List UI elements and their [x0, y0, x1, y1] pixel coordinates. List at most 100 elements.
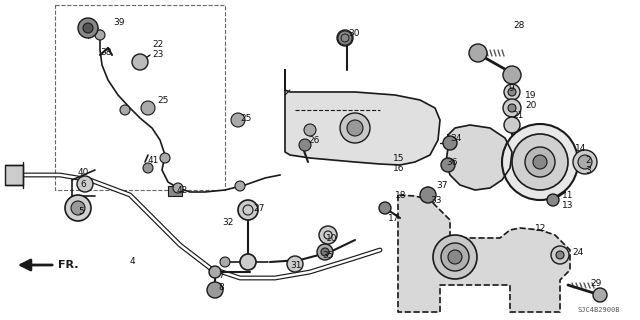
Circle shape	[209, 266, 221, 278]
Circle shape	[304, 124, 316, 136]
Text: 23: 23	[152, 50, 163, 59]
Text: 31: 31	[290, 260, 301, 269]
Text: 12: 12	[535, 223, 547, 233]
Circle shape	[299, 139, 311, 151]
Circle shape	[441, 243, 469, 271]
Circle shape	[77, 176, 93, 192]
Text: 20: 20	[525, 100, 536, 109]
Text: 22: 22	[152, 39, 163, 49]
Circle shape	[525, 147, 555, 177]
Circle shape	[533, 155, 547, 169]
Circle shape	[448, 250, 462, 264]
Text: 39: 39	[113, 18, 125, 27]
Circle shape	[573, 150, 597, 174]
Text: 33: 33	[430, 196, 442, 204]
Text: 19: 19	[525, 91, 536, 100]
Text: 17: 17	[388, 213, 399, 222]
Circle shape	[340, 113, 370, 143]
Circle shape	[441, 158, 455, 172]
Circle shape	[173, 183, 183, 193]
Circle shape	[319, 226, 337, 244]
Text: 35: 35	[322, 251, 333, 260]
Bar	[168, 186, 182, 196]
Circle shape	[220, 257, 230, 267]
Circle shape	[321, 248, 329, 256]
Text: 30: 30	[348, 28, 360, 37]
Circle shape	[238, 200, 258, 220]
Text: 29: 29	[590, 278, 602, 287]
Text: 6: 6	[80, 180, 86, 188]
Text: 28: 28	[513, 20, 524, 29]
Polygon shape	[285, 70, 440, 165]
Circle shape	[433, 235, 477, 279]
Circle shape	[578, 155, 592, 169]
Text: 34: 34	[450, 133, 461, 142]
Circle shape	[504, 117, 520, 133]
Text: 8: 8	[218, 283, 224, 292]
Text: 37: 37	[436, 180, 447, 189]
Circle shape	[231, 113, 245, 127]
Text: 27: 27	[253, 204, 264, 212]
Circle shape	[95, 30, 105, 40]
Circle shape	[287, 256, 303, 272]
Text: 36: 36	[446, 157, 458, 166]
Circle shape	[420, 187, 436, 203]
Text: 16: 16	[393, 164, 404, 172]
Circle shape	[379, 202, 391, 214]
Text: 10: 10	[326, 234, 337, 243]
Circle shape	[556, 251, 564, 259]
Polygon shape	[398, 195, 570, 312]
Circle shape	[160, 153, 170, 163]
Circle shape	[83, 23, 93, 33]
Circle shape	[508, 104, 516, 112]
Circle shape	[508, 88, 516, 96]
Text: 5: 5	[78, 206, 84, 215]
Circle shape	[65, 195, 91, 221]
Text: 42: 42	[177, 186, 188, 195]
Circle shape	[207, 282, 223, 298]
Circle shape	[120, 105, 130, 115]
Circle shape	[337, 30, 353, 46]
Circle shape	[143, 163, 153, 173]
Circle shape	[502, 124, 578, 200]
Circle shape	[78, 18, 98, 38]
Circle shape	[503, 99, 521, 117]
Text: 18: 18	[395, 190, 406, 199]
Circle shape	[71, 201, 85, 215]
Text: 7: 7	[218, 271, 224, 281]
Text: 11: 11	[562, 190, 573, 199]
Circle shape	[551, 246, 569, 264]
Text: 40: 40	[78, 167, 90, 177]
Circle shape	[593, 288, 607, 302]
Text: FR.: FR.	[58, 260, 79, 270]
Text: 13: 13	[562, 201, 573, 210]
Text: 32: 32	[222, 218, 234, 227]
Circle shape	[512, 134, 568, 190]
Text: 2: 2	[585, 156, 591, 164]
Text: 41: 41	[148, 156, 159, 164]
Text: 15: 15	[393, 154, 404, 163]
Circle shape	[317, 244, 333, 260]
Text: 25: 25	[240, 114, 252, 123]
Bar	[5, 165, 23, 185]
Circle shape	[141, 101, 155, 115]
Circle shape	[132, 54, 148, 70]
Text: 4: 4	[130, 258, 136, 267]
Polygon shape	[446, 125, 512, 190]
Circle shape	[469, 44, 487, 62]
Text: SJC4B2900B: SJC4B2900B	[577, 307, 620, 313]
Text: 3: 3	[585, 165, 591, 174]
Circle shape	[235, 181, 245, 191]
Circle shape	[504, 84, 520, 100]
Text: 24: 24	[572, 247, 583, 257]
Circle shape	[547, 194, 559, 206]
Text: 38: 38	[100, 47, 111, 57]
Circle shape	[240, 254, 256, 270]
Text: 25: 25	[157, 95, 168, 105]
Circle shape	[347, 120, 363, 136]
Text: 9: 9	[508, 84, 514, 92]
Text: 21: 21	[512, 110, 524, 119]
Text: 26: 26	[308, 135, 319, 145]
Circle shape	[443, 136, 457, 150]
Circle shape	[503, 66, 521, 84]
